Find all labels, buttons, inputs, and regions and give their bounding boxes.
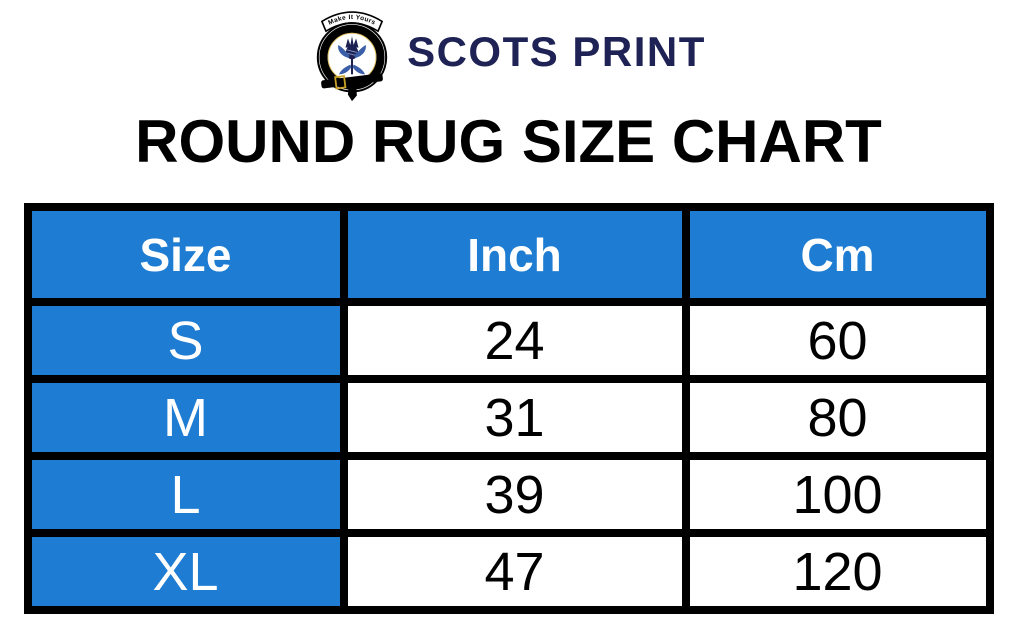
- header-row: Size Inch Cm: [23, 203, 994, 306]
- column-header-cm: Cm: [681, 203, 994, 306]
- cm-cell: 60: [681, 298, 994, 383]
- clan-crest-badge-icon: Make It Yours: [316, 11, 388, 102]
- cm-cell: 100: [681, 452, 994, 537]
- inch-cell: 24: [339, 298, 690, 383]
- size-cell: S: [23, 298, 348, 383]
- size-chart-table: Size Inch Cm S 24 60 M 31 80 L 39 100: [23, 203, 994, 614]
- thistle-icon: [338, 36, 366, 75]
- table-row: L 39 100: [23, 452, 994, 537]
- column-header-inch: Inch: [339, 203, 690, 306]
- cm-cell: 120: [681, 529, 994, 614]
- page-title: ROUND RUG SIZE CHART: [135, 108, 882, 175]
- belt-buckle-icon: [321, 73, 383, 90]
- inch-cell: 47: [339, 529, 690, 614]
- brand-logo: Make It Yours: [0, 0, 1017, 102]
- column-header-size: Size: [23, 203, 348, 306]
- size-cell: M: [23, 375, 348, 460]
- table-row: S 24 60: [23, 298, 994, 383]
- table-row: M 31 80: [23, 375, 994, 460]
- brand-name: SCOTS PRINT: [407, 28, 706, 75]
- cm-cell: 80: [681, 375, 994, 460]
- size-cell: L: [23, 452, 348, 537]
- table-row: XL 47 120: [23, 529, 994, 614]
- inch-cell: 39: [339, 452, 690, 537]
- size-cell: XL: [23, 529, 348, 614]
- inch-cell: 31: [339, 375, 690, 460]
